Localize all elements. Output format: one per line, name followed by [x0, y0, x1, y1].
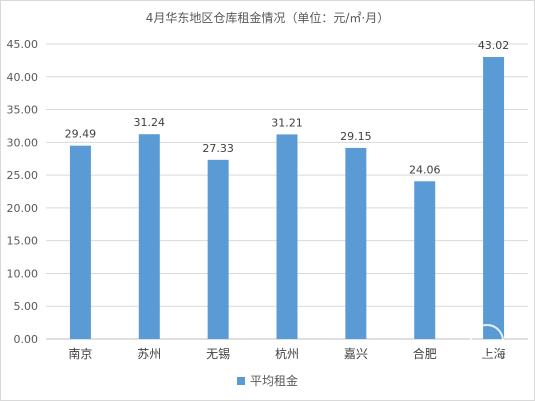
data-label: 31.21 [271, 116, 303, 129]
y-tick-label: 5.00 [14, 300, 39, 313]
bar [483, 56, 505, 339]
y-tick-label: 40.00 [7, 71, 39, 84]
y-tick-label: 15.00 [7, 235, 39, 248]
data-label: 27.33 [202, 142, 234, 155]
y-tick-label: 0.00 [14, 333, 39, 346]
x-category-label: 杭州 [275, 346, 299, 361]
data-label: 29.49 [65, 128, 97, 141]
bar [276, 134, 298, 339]
bar [345, 147, 367, 339]
legend-label: 平均租金 [249, 374, 298, 388]
x-category-label: 嘉兴 [344, 347, 368, 361]
data-label: 24.06 [409, 163, 441, 176]
legend: 平均租金 [0, 372, 535, 389]
data-labels: 29.49 31.24 27.33 31.21 29.15 24.06 43.02 [65, 39, 510, 176]
y-tick-label: 35.00 [7, 104, 39, 117]
x-axis-categories: 南京 苏州 无锡 杭州 嘉兴 合肥 上海 [68, 346, 505, 361]
chart-title: 4月华东地区仓库租金情况（单位：元/㎡·月） [145, 11, 390, 25]
y-axis-ticks: 0.00 5.00 10.00 15.00 20.00 25.00 30.00 35.00 40… [7, 38, 39, 346]
x-category-label: 南京 [68, 346, 92, 361]
bars [69, 56, 505, 339]
bar [69, 145, 91, 339]
y-tick-label: 45.00 [7, 38, 39, 51]
bar [207, 159, 229, 339]
x-category-label: 无锡 [206, 346, 230, 361]
legend-swatch [236, 377, 245, 385]
x-category-label: 合肥 [413, 346, 437, 361]
bar [138, 134, 160, 339]
y-tick-label: 10.00 [7, 267, 39, 280]
y-tick-label: 25.00 [7, 169, 39, 182]
data-label: 31.24 [134, 116, 166, 129]
data-label: 29.15 [340, 130, 372, 143]
x-category-label: 苏州 [137, 347, 161, 361]
watermark-logo [470, 324, 504, 358]
y-tick-label: 30.00 [7, 136, 39, 149]
data-label: 43.02 [478, 39, 510, 52]
bar [414, 181, 436, 339]
y-tick-label: 20.00 [7, 202, 39, 215]
